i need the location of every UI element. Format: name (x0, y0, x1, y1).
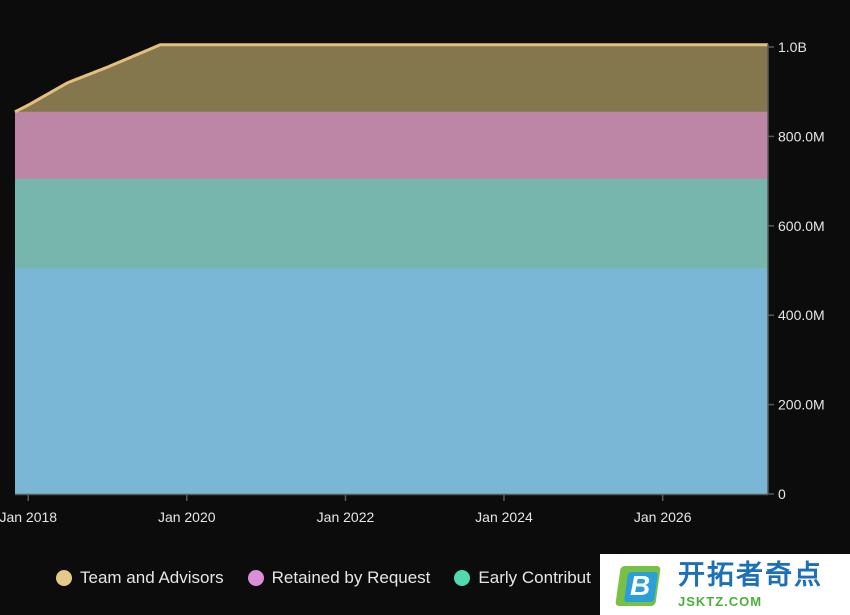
x-tick-label: Jan 2026 (634, 509, 692, 525)
legend-label: Retained by Request (271, 568, 431, 587)
axes-layer: 0 200.0M 400.0M 600.0M 800.0M 1.0B Jan 2018 Jan… (0, 39, 825, 525)
legend-label: Early Contribut (478, 568, 591, 587)
y-tick-label: 600.0M (778, 218, 825, 234)
y-tick-label: 400.0M (778, 307, 825, 323)
legend: Team and Advisors Retained by Request Ea… (56, 568, 615, 588)
x-tick-label: Jan 2018 (0, 509, 57, 525)
legend-dot-icon (454, 570, 471, 586)
area-series-2 (15, 111, 768, 179)
series-line-3 (14, 43, 768, 114)
area-series-0 (15, 268, 768, 494)
logo-letter: B (630, 569, 651, 601)
watermark-text: 开拓者奇点 (678, 559, 823, 590)
watermark-url: JSKTZ.COM (678, 593, 763, 609)
x-tick-label: Jan 2020 (158, 509, 216, 525)
legend-item-team-advisors[interactable]: Team and Advisors (56, 568, 224, 588)
legend-dot-icon (247, 570, 264, 586)
y-tick-label: 800.0M (778, 128, 825, 144)
watermark-logo: B 开拓者奇点 JSKTZ.COM (600, 554, 850, 615)
legend-dot-icon (56, 570, 72, 586)
area-series-3 (15, 44, 768, 112)
legend-label: Team and Advisors (80, 568, 224, 587)
y-tick-label: 0 (778, 486, 786, 502)
x-tick-label: Jan 2024 (475, 509, 533, 525)
x-tick-label: Jan 2022 (317, 509, 375, 525)
area-layer (14, 43, 768, 494)
legend-item-early-contributors[interactable]: Early Contribut (454, 568, 591, 588)
y-tick-label: 1.0B (778, 39, 807, 55)
logo-icon: B (615, 562, 664, 608)
area-series-1 (15, 178, 768, 269)
y-tick-label: 200.0M (778, 397, 825, 413)
legend-item-retained-by-request[interactable]: Retained by Request (247, 568, 431, 588)
